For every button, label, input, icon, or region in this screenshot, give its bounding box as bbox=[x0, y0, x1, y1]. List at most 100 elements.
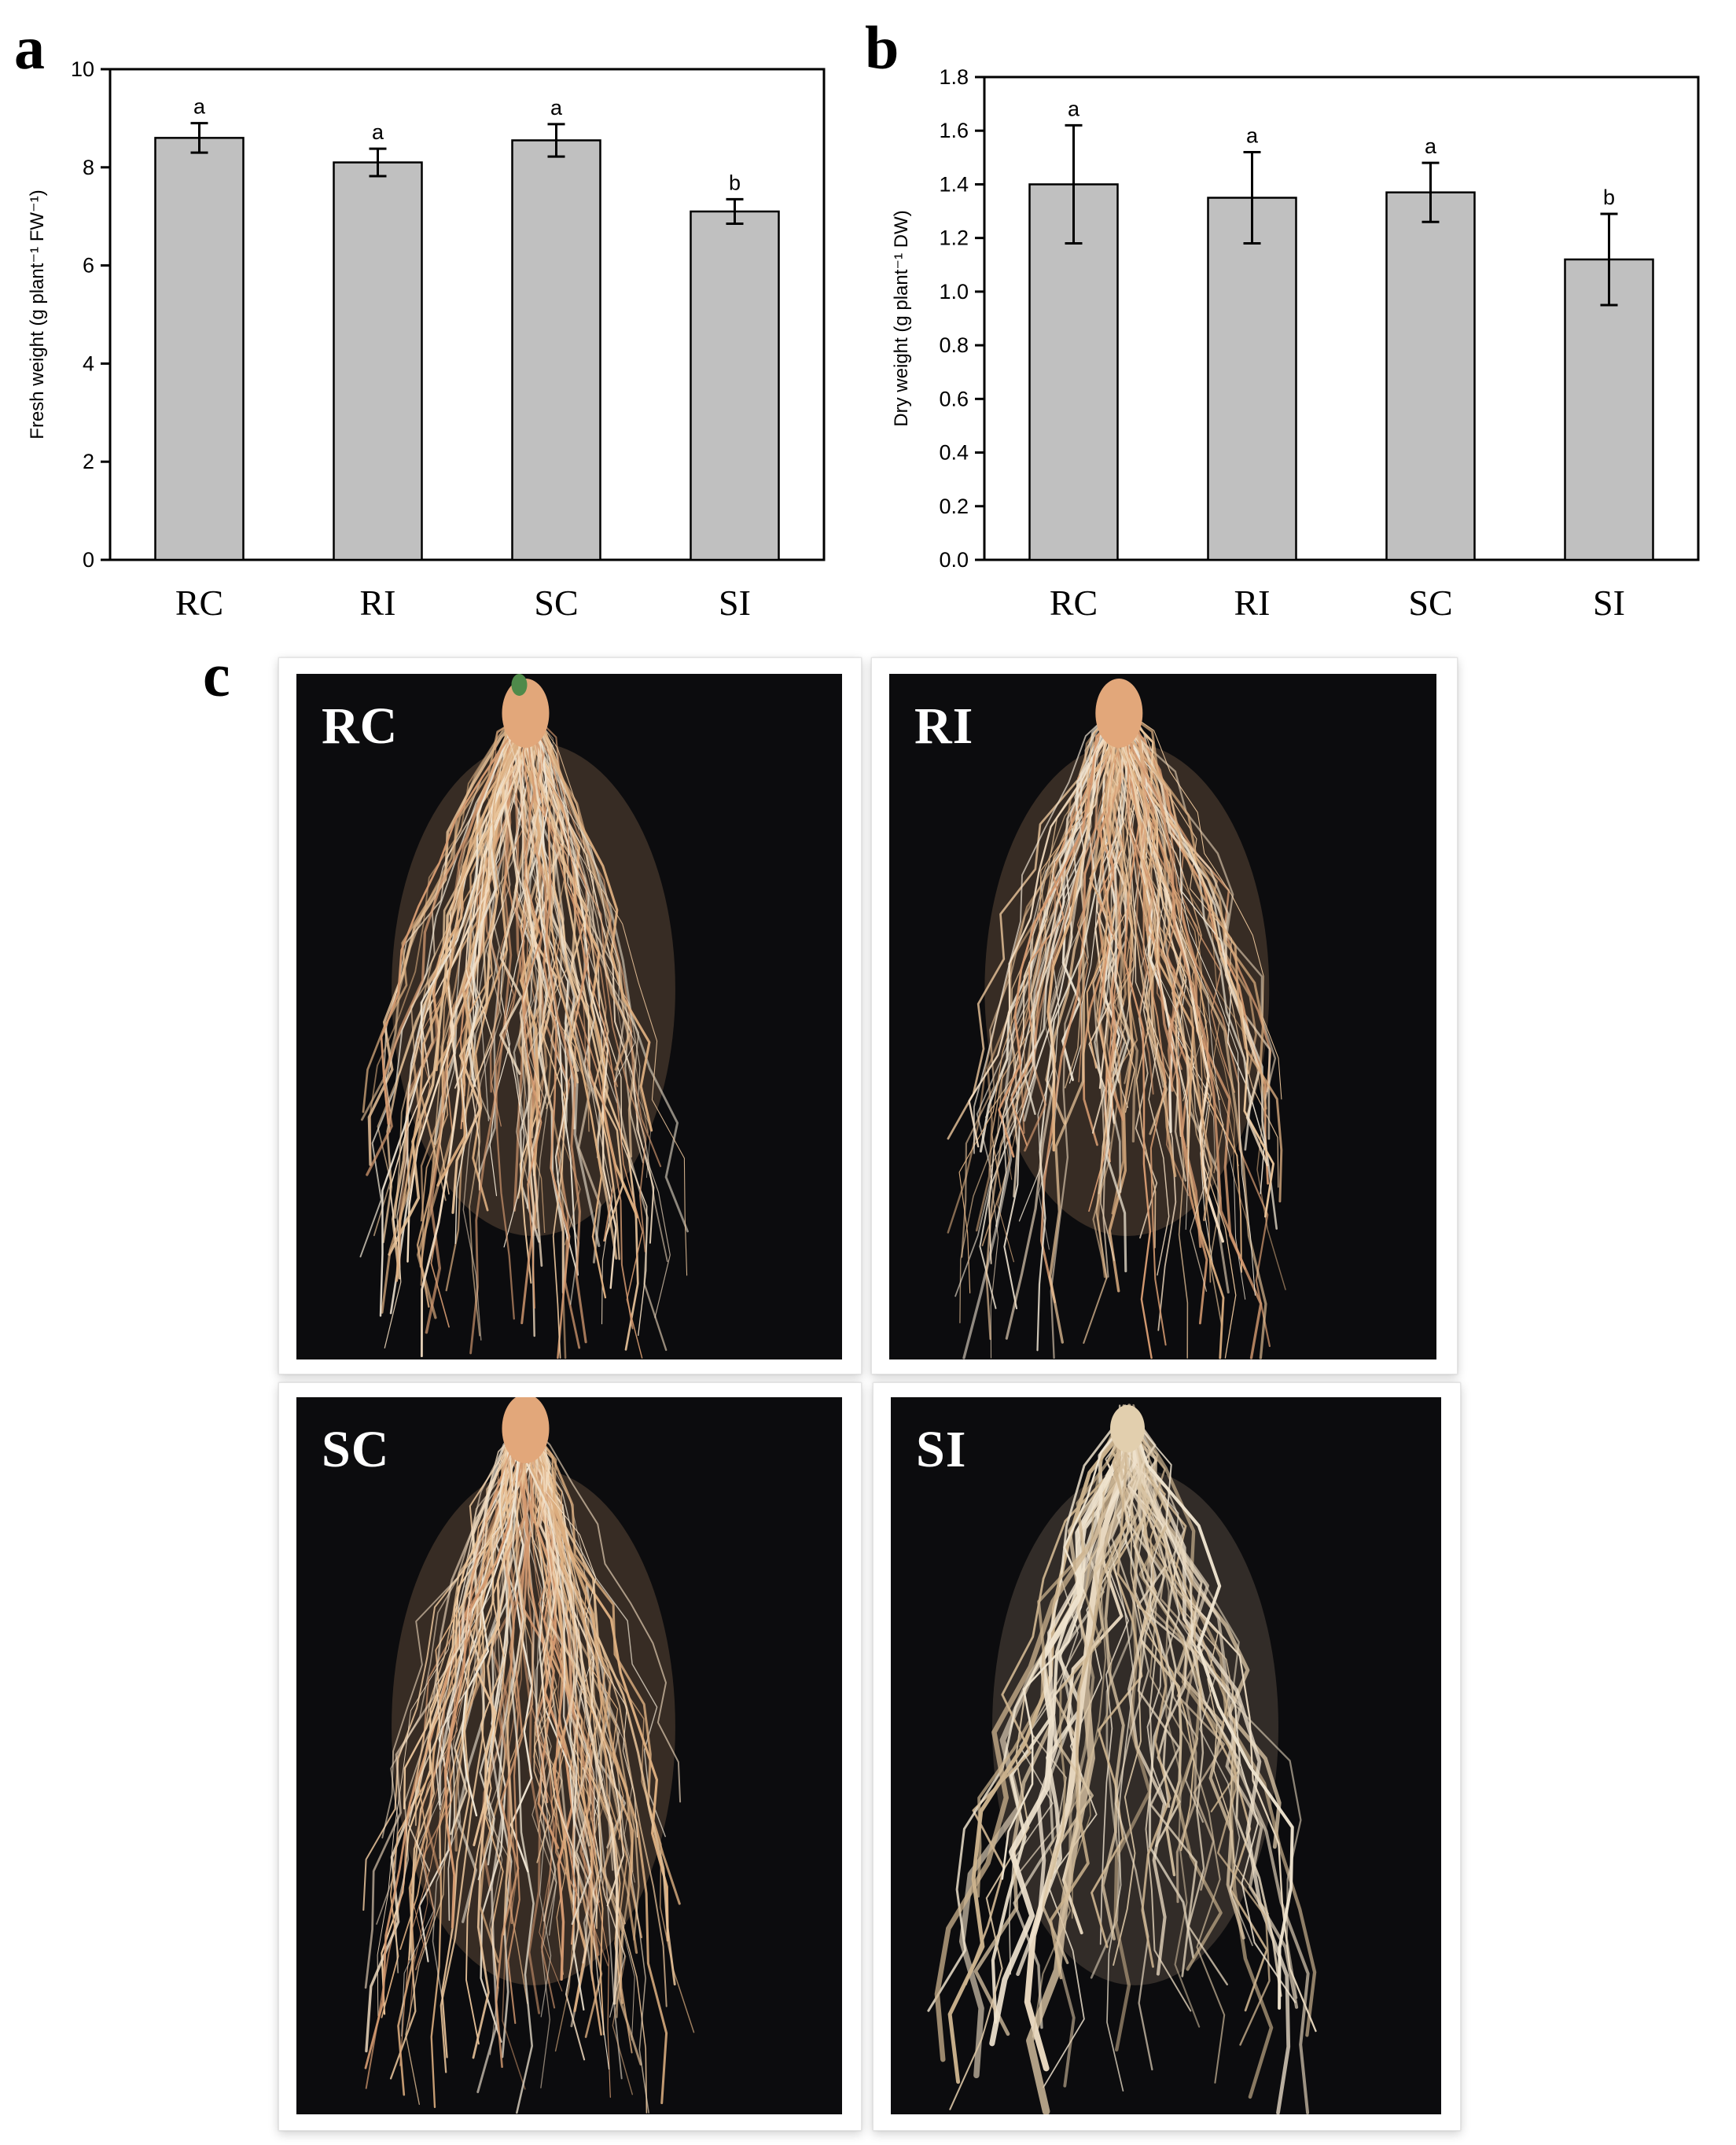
root-crown bbox=[1110, 1405, 1145, 1452]
root-strand bbox=[523, 699, 689, 1233]
photo-label-rc: RC bbox=[322, 697, 399, 755]
root-strand bbox=[1127, 1407, 1187, 1808]
photo-label-sc: SC bbox=[322, 1421, 390, 1478]
panel-letter-a: a bbox=[14, 13, 45, 82]
root-strand bbox=[1121, 694, 1271, 1348]
chart-b-ytick-label: 0.6 bbox=[939, 387, 969, 410]
root-strand bbox=[441, 1427, 531, 2059]
chart-b-plot-frame bbox=[983, 75, 1700, 561]
root-strand bbox=[531, 708, 688, 1276]
chart-a-plot-frame bbox=[108, 68, 826, 561]
root-strand bbox=[1113, 707, 1246, 1300]
chart-a-category-label: RC bbox=[175, 583, 223, 623]
chart-a-category-label: SC bbox=[534, 583, 578, 623]
root-strand bbox=[1127, 1411, 1282, 1997]
root-strand bbox=[531, 1408, 676, 1986]
root-strand bbox=[520, 707, 636, 1083]
root-strand bbox=[964, 1420, 1129, 1985]
chart-b-bar-rc bbox=[1028, 183, 1119, 561]
photo-frame-rc: RC bbox=[278, 657, 862, 1374]
root-strand bbox=[407, 1422, 527, 1872]
chart-a-significance-letter: a bbox=[550, 96, 563, 120]
root-strand bbox=[1107, 690, 1136, 1084]
root-strand bbox=[433, 701, 527, 1201]
chart-b-container: 0.0 0.2 0.4 0.6 0.8 1.0 1.2 1.4 1.6 1.8 Dry weight… bbox=[868, 0, 1736, 645]
chart-b-ytick-label: 0.2 bbox=[939, 495, 969, 518]
chart-a-bar-rc bbox=[154, 137, 245, 561]
chart-b-ytick-label: 1.0 bbox=[939, 280, 969, 304]
root-strand bbox=[524, 1411, 609, 1901]
root-strand bbox=[477, 1406, 534, 1881]
root-strand bbox=[1016, 1404, 1138, 1977]
root-image-ri bbox=[947, 679, 1286, 1359]
root-strand bbox=[1129, 1420, 1310, 2114]
root-photo-si: SI bbox=[891, 1397, 1441, 2114]
chart-a-category-label: SI bbox=[719, 583, 751, 623]
photo-frame-si: SI bbox=[873, 1382, 1461, 2131]
chart-a-category-label: RI bbox=[360, 583, 396, 623]
root-strand bbox=[529, 1423, 633, 2054]
root-strand bbox=[381, 1425, 525, 1839]
root-strand bbox=[1005, 710, 1126, 1340]
root-strand bbox=[977, 1415, 1133, 1898]
root-strand bbox=[1101, 1408, 1142, 1941]
root-photo-rc: RC bbox=[296, 674, 842, 1359]
chart-b-y-axis-label: Dry weight (g plant⁻¹ DW) bbox=[891, 210, 912, 426]
root-strand bbox=[364, 1417, 526, 1989]
chart-a-significance-letter: a bbox=[193, 95, 206, 119]
chart-b-significance-letter: a bbox=[1246, 124, 1259, 148]
root-strand bbox=[1120, 705, 1247, 1271]
chart-b-category-label: SI bbox=[1593, 583, 1625, 623]
root-strand bbox=[380, 703, 532, 1125]
root-strand bbox=[1113, 708, 1212, 1283]
root-image-si bbox=[927, 1404, 1317, 2114]
root-strand bbox=[462, 708, 533, 1341]
root-strand bbox=[522, 705, 643, 1359]
chart-b-category-label: RC bbox=[1050, 583, 1098, 623]
root-crown bbox=[502, 1397, 550, 1463]
chart-b-ytick-label: 1.4 bbox=[939, 172, 969, 196]
root-strand bbox=[1105, 697, 1131, 1273]
root-strand bbox=[528, 1412, 619, 2005]
root-strand bbox=[989, 1418, 1136, 2047]
photo-label-si: SI bbox=[916, 1421, 967, 1478]
chart-b-ytick-label: 1.8 bbox=[939, 65, 969, 89]
root-strand bbox=[519, 1410, 557, 1936]
chart-b-significance-letter: a bbox=[1068, 97, 1080, 120]
root-strand bbox=[517, 689, 620, 1260]
chart-a-ytick-label: 10 bbox=[71, 57, 94, 81]
chart-a-bar-ri bbox=[333, 161, 423, 561]
stem-stub bbox=[511, 674, 528, 696]
root-strand bbox=[530, 1416, 630, 2018]
root-strand bbox=[522, 697, 613, 1325]
root-strand bbox=[988, 696, 1120, 1264]
chart-a-ytick-label: 4 bbox=[83, 351, 94, 375]
root-strand bbox=[463, 689, 535, 1097]
root-strand bbox=[947, 700, 1124, 1140]
root-strand bbox=[513, 689, 535, 1209]
root-strand bbox=[934, 1412, 1124, 2062]
dry-weight-chart: 0.0 0.2 0.4 0.6 0.8 1.0 1.2 1.4 1.6 1.8 Dry weight… bbox=[891, 65, 1700, 623]
root-strand bbox=[471, 711, 520, 1191]
root-strand bbox=[1122, 712, 1224, 1174]
root-strand bbox=[498, 692, 533, 1075]
root-strand bbox=[1119, 705, 1213, 1222]
root-strand bbox=[1124, 700, 1167, 1346]
root-strand bbox=[1086, 694, 1127, 1069]
chart-a-container: 0 2 4 6 8 10 Fresh weight (g plant⁻¹ FW⁻¹) a RC a… bbox=[0, 0, 868, 645]
panel-letter-b: b bbox=[865, 13, 899, 82]
root-image-sc bbox=[362, 1397, 695, 2114]
photo-frame-ri: RI bbox=[871, 657, 1458, 1374]
chart-a-ytick-label: 2 bbox=[83, 450, 94, 473]
fresh-weight-chart: 0 2 4 6 8 10 Fresh weight (g plant⁻¹ FW⁻¹) a RC a… bbox=[27, 57, 826, 623]
chart-a-significance-letter: a bbox=[372, 120, 384, 144]
root-strand bbox=[968, 691, 1118, 1148]
root-strand bbox=[522, 1425, 592, 1926]
root-strand bbox=[1125, 708, 1210, 1292]
root-strand bbox=[414, 1415, 527, 1970]
root-photo-ri: RI bbox=[889, 674, 1436, 1359]
root-strand bbox=[1048, 711, 1122, 1344]
root-strand bbox=[517, 691, 539, 1337]
chart-b-significance-letter: b bbox=[1603, 186, 1615, 209]
root-strand bbox=[979, 690, 1117, 1153]
